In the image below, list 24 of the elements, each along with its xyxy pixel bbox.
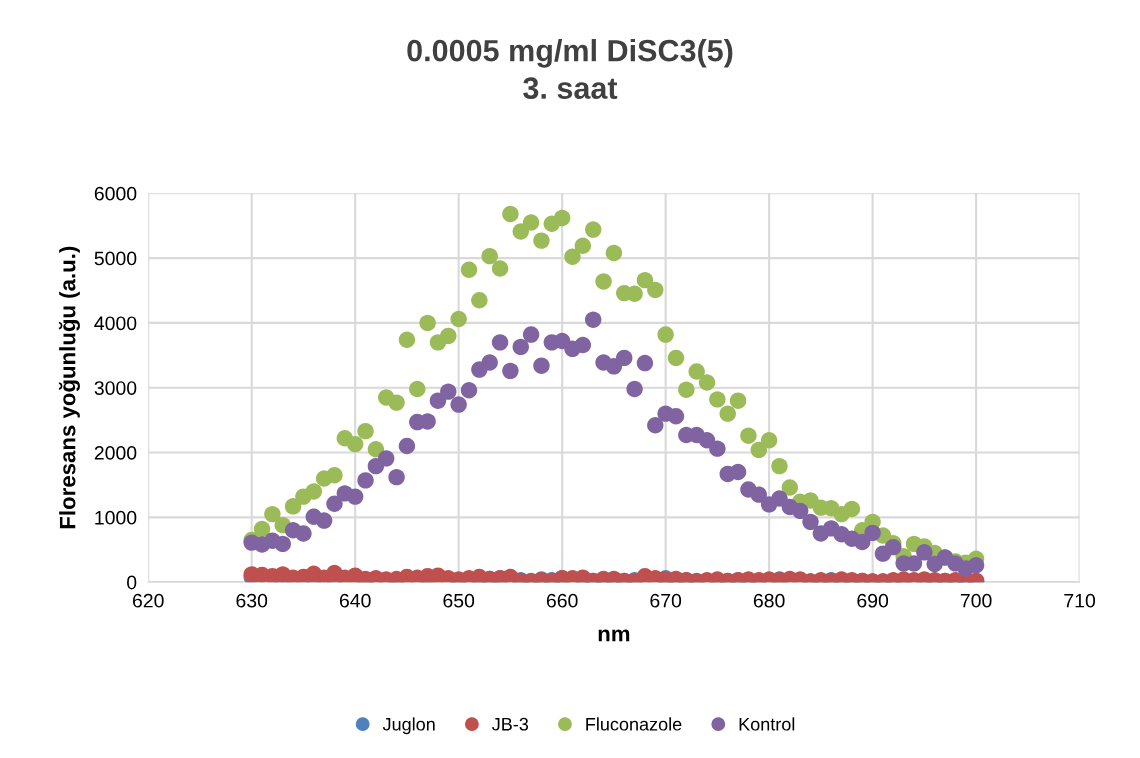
y-tick-label: 0 <box>127 575 137 590</box>
y-tick-label: 1000 <box>95 510 137 525</box>
chart-title: 0.0005 mg/ml DiSC3(5) 3. saat <box>407 39 733 99</box>
legend-label: Kontrol <box>739 717 795 731</box>
y-tick-label: 6000 <box>94 186 137 201</box>
x-tick-label: 710 <box>1064 593 1096 608</box>
legend-label: Juglon <box>382 717 435 735</box>
x-tick-label: 680 <box>753 593 785 608</box>
x-tick-label: 630 <box>236 593 268 608</box>
legend-label: JB-3 <box>492 717 529 731</box>
y-axis-title: Floresans yoğunluğu (a.u.) <box>58 246 80 529</box>
x-tick-label: 700 <box>960 593 992 608</box>
x-tick-label: 650 <box>443 593 475 608</box>
x-tick-label: 640 <box>339 593 371 608</box>
y-tick-label: 2000 <box>94 445 137 460</box>
x-axis-title: nm <box>598 629 630 642</box>
x-tick-label: 690 <box>857 593 889 608</box>
x-tick-label: 620 <box>132 593 164 608</box>
x-tick-label: 660 <box>546 593 578 608</box>
y-tick-label: 4000 <box>94 316 137 331</box>
legend-label: Fluconazole <box>586 717 682 731</box>
x-tick-label: 670 <box>650 593 682 608</box>
y-tick-label: 3000 <box>94 381 137 395</box>
y-tick-label: 5000 <box>94 251 137 266</box>
